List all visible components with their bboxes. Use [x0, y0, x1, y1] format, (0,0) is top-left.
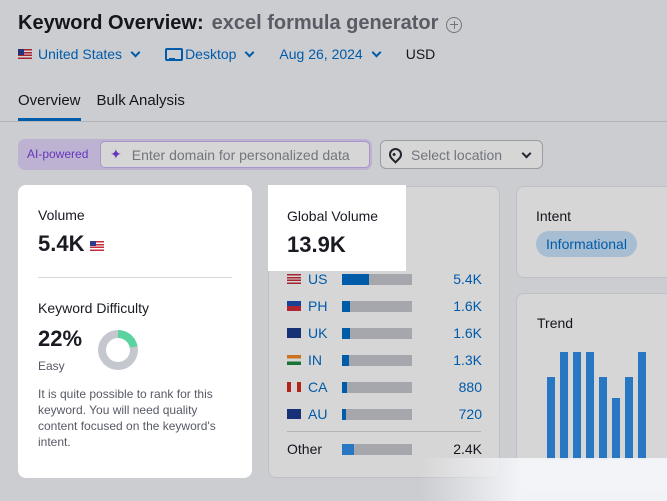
trend-chart [537, 348, 659, 460]
country-flag-icon [287, 328, 301, 338]
ai-powered-badge: AI-powered [27, 147, 89, 161]
filter-bar: United States Desktop Aug 26, 2024 USD [18, 46, 435, 62]
card-divider [38, 277, 232, 278]
difficulty-value: 22% [38, 326, 83, 351]
currency-value: USD [405, 46, 436, 62]
ai-domain-box: AI-powered ✦ Enter domain for personaliz… [18, 139, 372, 170]
domain-input[interactable]: ✦ Enter domain for personalized data [100, 141, 370, 168]
country-bar [342, 408, 412, 420]
country-code[interactable]: PH [308, 298, 328, 314]
country-row[interactable]: US 5.4K [287, 270, 482, 288]
trend-bar [560, 352, 568, 460]
date-select[interactable]: Aug 26, 2024 [279, 46, 382, 62]
country-value[interactable]: 5.4K [453, 271, 482, 287]
volume-card: Volume 5.4K Keyword Difficulty 22% Easy … [18, 185, 252, 478]
country-bar [342, 354, 412, 366]
country-value[interactable]: 1.3K [453, 352, 482, 368]
global-volume-value: 13.9K [287, 232, 346, 257]
other-bar [342, 443, 412, 455]
country-bar [342, 273, 412, 285]
device-label: Desktop [185, 46, 237, 62]
country-row[interactable]: UK 1.6K [287, 324, 482, 342]
country-code[interactable]: US [308, 271, 328, 287]
country-value[interactable]: 720 [458, 406, 482, 422]
country-value[interactable]: 880 [458, 379, 482, 395]
trend-bar [599, 377, 607, 460]
tab-bulk-analysis[interactable]: Bulk Analysis [96, 92, 185, 109]
global-volume-header: Global Volume 13.9K [268, 185, 406, 271]
page-title: Keyword Overview: [18, 12, 204, 34]
country-row[interactable]: IN 1.3K [287, 351, 482, 369]
location-pin-icon [386, 145, 405, 164]
bottom-fade [420, 458, 667, 501]
trend-label: Trend [537, 315, 574, 331]
country-bar [342, 327, 412, 339]
difficulty-level: Easy [38, 359, 65, 373]
country-select[interactable]: United States [18, 46, 141, 62]
trend-bar [573, 352, 581, 460]
trend-bar [625, 377, 633, 460]
country-flag-icon [287, 409, 301, 419]
other-divider [287, 431, 481, 432]
keyword-title: excel formula generator [211, 12, 439, 34]
trend-bar [638, 352, 646, 460]
country-flag-icon [287, 274, 301, 284]
country-flag-icon [287, 301, 301, 311]
country-bar [342, 300, 412, 312]
country-code[interactable]: UK [308, 325, 328, 341]
difficulty-description: It is quite possible to rank for this ke… [38, 387, 216, 449]
trend-bar [547, 377, 555, 460]
other-label: Other [287, 441, 323, 457]
country-code[interactable]: IN [308, 352, 322, 368]
country-value[interactable]: 1.6K [453, 298, 482, 314]
chevron-down-icon [130, 47, 141, 57]
device-select[interactable]: Desktop [165, 46, 255, 62]
country-code[interactable]: AU [308, 406, 328, 422]
date-label: Aug 26, 2024 [279, 46, 363, 62]
domain-placeholder: Enter domain for personalized data [131, 146, 350, 163]
country-row-other: Other 2.4K [287, 440, 482, 458]
currency-label: USD [406, 46, 436, 62]
add-to-list-icon[interactable] [446, 16, 463, 33]
chevron-down-icon [371, 47, 382, 57]
location-select[interactable]: Select location [380, 140, 543, 169]
intent-label: Intent [536, 208, 572, 224]
difficulty-label: Keyword Difficulty [38, 300, 150, 316]
country-value[interactable]: 1.6K [453, 325, 482, 341]
volume-label: Volume [38, 207, 85, 223]
country-row[interactable]: CA 880 [287, 378, 482, 396]
country-flag-icon [287, 355, 301, 365]
intent-badge: Informational [536, 231, 637, 257]
other-value: 2.4K [453, 441, 482, 457]
volume-value: 5.4K [38, 231, 85, 256]
country-bar [342, 381, 412, 393]
tab-bar: Overview Bulk Analysis [18, 92, 185, 121]
global-volume-label: Global Volume [287, 208, 379, 224]
tab-overview[interactable]: Overview [18, 92, 81, 121]
chevron-down-icon [244, 47, 255, 57]
chevron-down-icon [521, 148, 532, 159]
location-placeholder: Select location [411, 146, 503, 163]
volume-value-row: 5.4K [38, 231, 105, 257]
country-row[interactable]: PH 1.6K [287, 297, 482, 315]
country-row[interactable]: AU 720 [287, 405, 482, 423]
page-header: Keyword Overview: excel formula generato… [18, 12, 463, 35]
difficulty-donut [98, 330, 138, 370]
trend-bar [586, 352, 594, 460]
country-flag-icon [287, 382, 301, 392]
tab-divider [0, 121, 667, 122]
trend-bar [612, 398, 620, 460]
country-code[interactable]: CA [308, 379, 328, 395]
desktop-icon [165, 48, 184, 61]
sparkle-icon: ✦ [110, 146, 122, 162]
us-flag-icon [18, 49, 32, 59]
country-label: United States [38, 46, 123, 62]
us-flag-icon [90, 240, 105, 251]
